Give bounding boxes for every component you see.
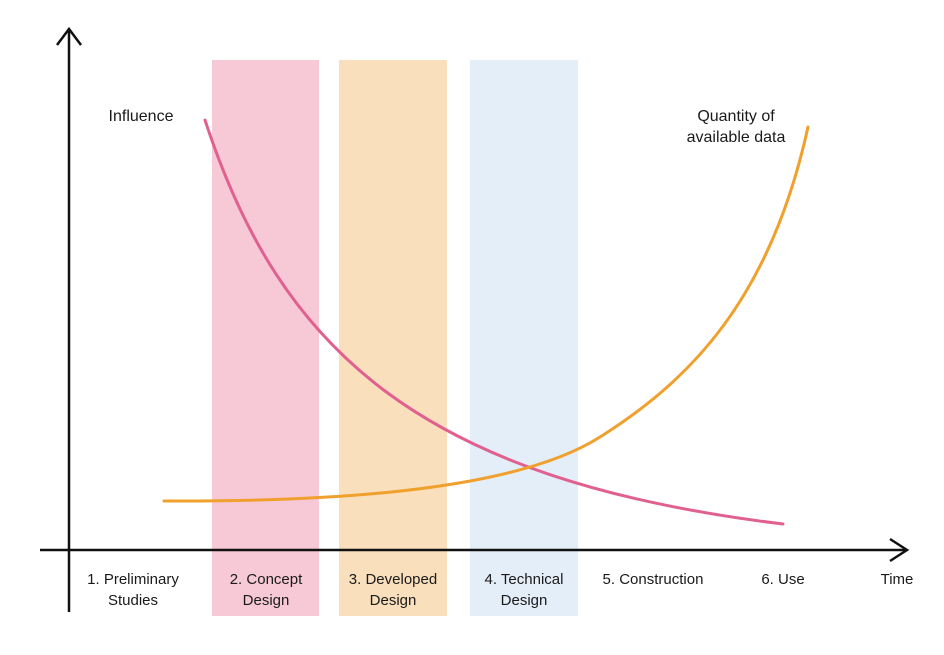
band-concept-design: [212, 60, 319, 616]
available-data-label: Quantity of available data: [687, 108, 786, 146]
phase-label-use: 6. Use: [761, 571, 804, 588]
phase-label-concept-design: 2. Concept Design: [230, 571, 303, 609]
band-technical-design: [470, 60, 578, 616]
band-developed-design: [339, 60, 447, 616]
influence-curve: [203, 118, 785, 526]
y-axis-arrow: [56, 26, 82, 46]
influence-label: Influence: [109, 108, 174, 125]
phase-label-preliminary-studies: 1. Preliminary Studies: [87, 571, 179, 609]
x-axis-arrow: [889, 537, 910, 563]
phase-label-technical-design: 4. Technical Design: [485, 571, 564, 609]
phase-label-developed-design: 3. Developed Design: [349, 571, 437, 609]
x-axis-label: Time: [881, 571, 914, 588]
available-data-curve: [162, 125, 810, 503]
phase-label-construction: 5. Construction: [603, 571, 704, 588]
